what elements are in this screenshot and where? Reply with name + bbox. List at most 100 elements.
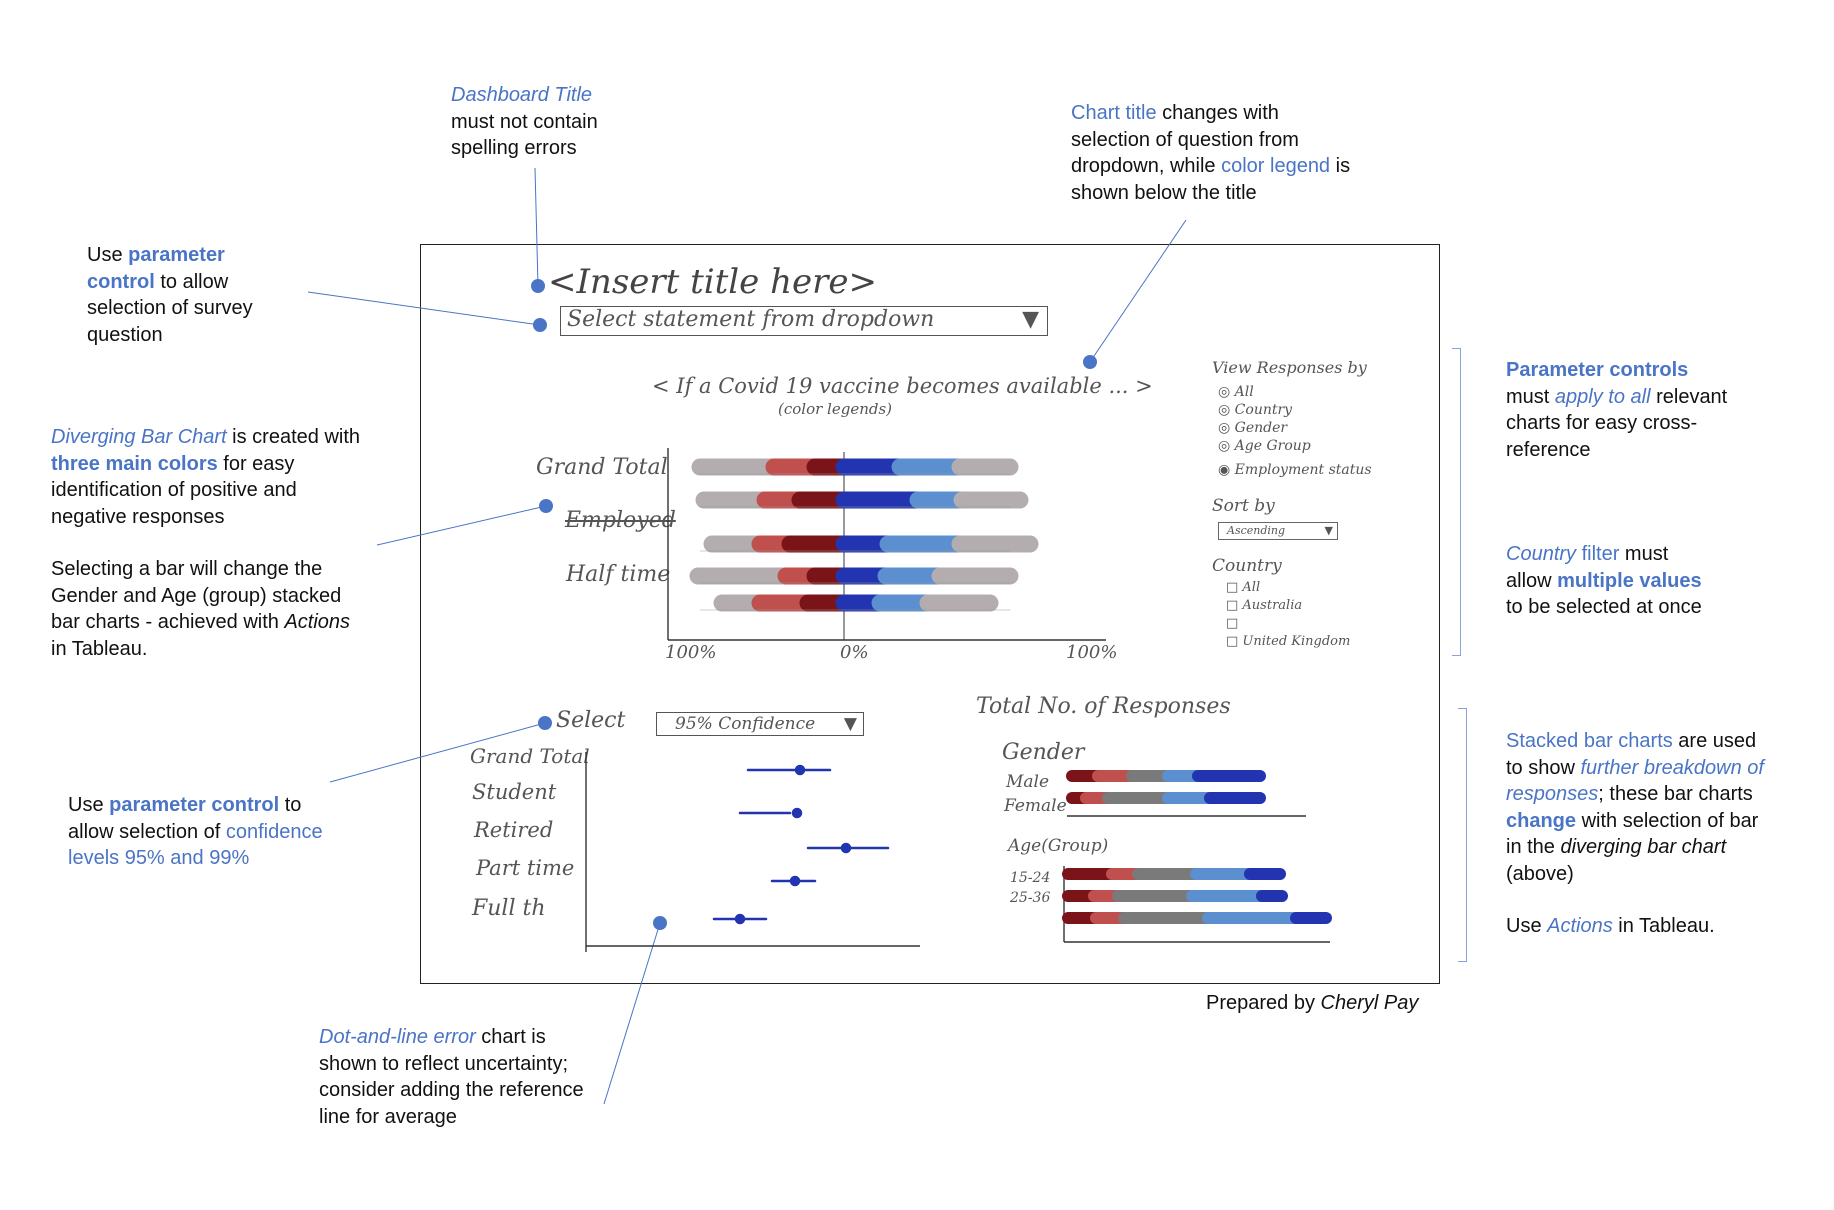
sort-by-title: Sort by [1212,496,1275,516]
note-dot-line: Dot-and-line error chart is shown to ref… [319,1024,589,1130]
view-option-gender[interactable]: ◎ Gender [1218,420,1287,436]
age-row-label-1: 15-24 [1010,870,1051,886]
note-dashboard-title-text: must not contain spelling errors [451,110,598,160]
annotation-dot [531,279,545,293]
view-option-label: All [1234,384,1254,400]
note-text: in Tableau. [1612,915,1715,937]
note-text: Use [68,794,110,816]
select-label: Select [556,708,626,733]
error-row-label-4: Part time [476,856,575,880]
note-diverging: Diverging Bar Chart is created with thre… [51,424,361,662]
note-apply-all-label: apply to all [1554,385,1651,408]
error-row-label-1: Grand Total [470,744,590,768]
gender-row-label-2: Female [1004,796,1067,816]
radio-selected-icon: ◉ [1218,462,1235,478]
note-stacked: Stacked bar charts are used to show furt… [1506,728,1776,940]
checkbox-icon: □ [1226,598,1243,613]
author-name: Cheryl Pay [1320,992,1419,1014]
note-color-legend-label: color legend [1221,155,1331,177]
annotation-dot [533,318,547,332]
view-option-employment[interactable]: ◉ Employment status [1218,462,1372,478]
note-text: for easy identification of positive and … [51,452,297,528]
error-row-label-5: Full th [472,896,546,921]
leader-line [534,167,539,287]
error-point [734,913,746,925]
note-parameter-control-text: to allow selection of survey question [87,270,253,346]
note-confidence: Use parameter control to allow selection… [68,792,338,872]
note-chart-title: Chart title changes with selection of qu… [1071,100,1351,206]
diverging-row-label-3: Half time [566,562,671,587]
confidence-value: 95% Confidence [675,714,816,734]
note-text: to allow selection of [68,794,302,843]
sketch-dropdown[interactable]: Select statement from dropdown ▼ [560,306,1048,336]
age-title: Age(Group) [1008,836,1109,856]
annotation-dot [539,499,553,513]
note-paragraph: Use Actions in Tableau. [1506,913,1776,940]
leader-line [329,722,546,783]
note-text: in Tableau. [51,637,148,660]
note-text: is created with [226,426,361,448]
note-stacked-label: Stacked bar charts [1506,730,1673,752]
country-option-all[interactable]: □ All [1226,580,1260,595]
country-option-uk[interactable]: □ United Kingdom [1226,634,1350,649]
note-actions-label-2: Actions [1547,915,1613,937]
chevron-down-icon: ▼ [1324,524,1333,537]
checkbox-icon: □ [1226,580,1243,595]
sort-by-value: Ascending [1227,524,1286,537]
note-dot-line-label: Dot-and-line error [319,1026,476,1048]
note-filter-label: filter [1576,543,1620,565]
note-text: must [1506,385,1555,408]
note-paragraph: Diverging Bar Chart is created with thre… [51,424,361,530]
annotation-dot [538,716,552,730]
gender-title: Gender [1002,740,1085,765]
country-filter-title: Country [1212,556,1282,576]
error-row-label-2: Student [472,780,557,804]
dashboard-sketch-frame [420,244,1440,984]
radio-icon: ◎ [1218,420,1235,436]
view-option-label: Age Group [1234,438,1311,454]
annotation-dot [1083,355,1097,369]
note-paragraph: Selecting a bar will change the Gender a… [51,556,361,662]
note-chart-title-label: Chart title [1071,102,1157,124]
note-multiple-values-label: multiple values [1557,569,1702,592]
leader-line [376,505,547,546]
country-option-label: United Kingdom [1242,634,1351,649]
confidence-dropdown[interactable]: 95% Confidence ▼ [656,712,864,736]
country-option-australia[interactable]: □ Australia [1226,598,1302,613]
note-parameter-control: Use parameter control to allow selection… [87,242,297,348]
note-text: Use [87,244,129,266]
sketch-chart-title: < If a Covid 19 vaccine becomes availabl… [652,374,1153,398]
note-parameter-control-label: parameter control [87,244,225,293]
gender-row-label-1: Male [1006,772,1050,792]
annotation-dot [653,916,667,930]
note-text: ; these bar charts [1598,783,1753,805]
country-option-blank[interactable]: □ [1226,616,1238,631]
sketch-color-legend: (color legends) [778,400,893,418]
view-option-age[interactable]: ◎ Age Group [1218,438,1311,454]
note-text: are used to show [1506,730,1757,779]
note-parameter-controls-label: Parameter controls [1506,359,1689,381]
sketch-dropdown-label: Select statement from dropdown [567,307,935,332]
note-dashboard-title: Dashboard Title must not contain spellin… [451,82,671,162]
view-option-all[interactable]: ◎ All [1218,384,1254,400]
note-text: chart is shown to reflect uncertainty; c… [319,1026,584,1128]
total-responses-title: Total No. of Responses [976,694,1231,719]
view-option-country[interactable]: ◎ Country [1218,402,1292,418]
axis-label-mid: 0% [840,642,869,663]
note-country-filter: Country filter must allow multiple value… [1506,541,1716,621]
chevron-down-icon: ▼ [843,714,857,734]
note-text: is shown below the title [1071,155,1351,204]
sort-by-dropdown[interactable]: Ascending ▼ [1218,522,1338,540]
country-option-label: All [1242,580,1261,595]
note-diverging-label: Diverging Bar Chart [51,426,227,448]
prepared-by-text: Prepared by [1206,992,1321,1014]
leader-line [603,922,661,1105]
diverging-row-label-1: Grand Total [536,455,668,480]
note-text: to be selected at once [1506,596,1702,618]
sketch-title-placeholder: <Insert title here> [548,262,877,302]
note-parameter-control-label-2: parameter control [109,794,280,816]
note-paragraph: Stacked bar charts are used to show furt… [1506,728,1776,887]
axis-label-left: 100% [665,642,717,663]
radio-icon: ◎ [1218,402,1235,418]
error-point [791,807,803,819]
